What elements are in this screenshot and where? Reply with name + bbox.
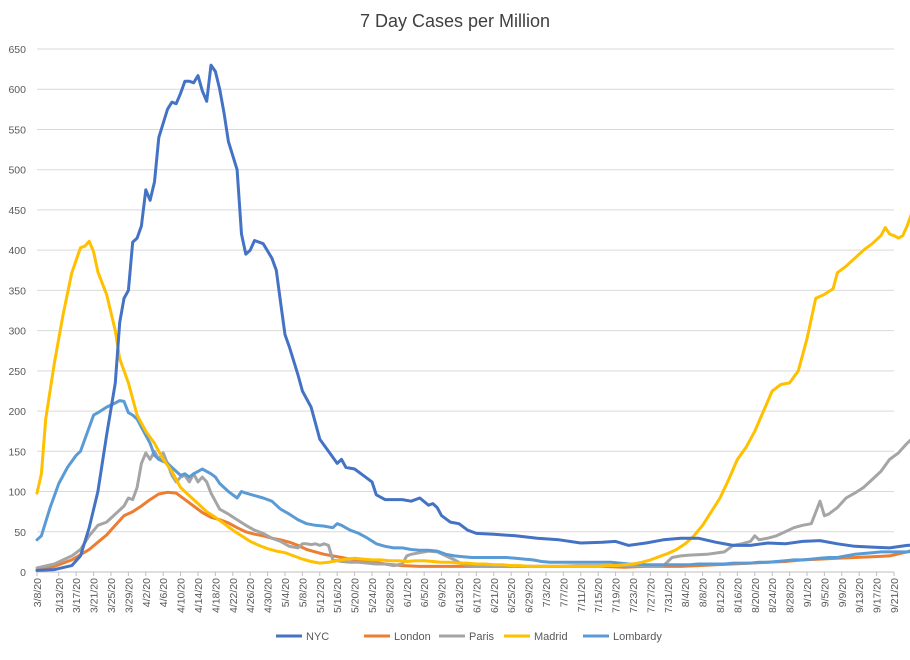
x-tick-label: 6/21/20 — [489, 578, 501, 613]
x-tick-label: 4/2/20 — [141, 578, 153, 607]
x-tick-label: 5/4/20 — [280, 578, 292, 607]
x-tick-label: 9/17/20 — [872, 578, 884, 613]
x-tick-label: 8/24/20 — [767, 578, 779, 613]
x-tick-label: 5/16/20 — [332, 578, 344, 613]
x-tick-label: 8/20/20 — [750, 578, 762, 613]
y-tick-label: 600 — [8, 84, 26, 96]
y-tick-label: 500 — [8, 165, 26, 177]
y-tick-label: 50 — [14, 527, 26, 539]
x-tick-label: 5/12/20 — [315, 578, 327, 613]
x-tick-label: 4/30/20 — [263, 578, 275, 613]
legend-label-nyc: NYC — [306, 631, 329, 643]
x-tick-label: 6/9/20 — [437, 578, 449, 607]
y-tick-label: 150 — [8, 446, 26, 458]
x-tick-label: 4/18/20 — [210, 578, 222, 613]
x-tick-label: 7/31/20 — [663, 578, 675, 613]
series-line-madrid — [35, 213, 910, 568]
x-tick-label: 6/1/20 — [402, 578, 414, 607]
x-tick-label: 9/13/20 — [854, 578, 866, 613]
y-axis-ticks: 0 50 100 150 200 250 300 350 400 450 500 550 600 650 — [8, 44, 26, 579]
x-tick-label: 4/6/20 — [158, 578, 170, 607]
x-tick-label: 4/22/20 — [228, 578, 240, 613]
x-tick-label: 9/21/20 — [889, 578, 901, 613]
y-tick-label: 300 — [8, 326, 26, 338]
series-line-nyc — [35, 63, 910, 572]
x-tick-label: 9/5/20 — [819, 578, 831, 607]
series-line-lombardy — [35, 399, 910, 567]
x-tick-label: 6/17/20 — [471, 578, 483, 613]
x-axis-ticks: 3/8/20 3/13/20 3/17/20 3/21/20 3/25/20 3/29/2… — [32, 572, 901, 613]
x-tick-label: 3/21/20 — [89, 578, 101, 613]
x-tick-label: 7/11/20 — [576, 578, 588, 612]
x-tick-label: 7/19/20 — [611, 578, 623, 613]
x-tick-label: 7/27/20 — [645, 578, 657, 613]
y-tick-label: 350 — [8, 285, 26, 297]
x-tick-label: 4/10/20 — [176, 578, 188, 613]
x-tick-label: 5/20/20 — [350, 578, 362, 613]
x-tick-label: 6/5/20 — [419, 578, 431, 607]
y-tick-label: 650 — [8, 44, 26, 56]
legend-label-london: London — [394, 631, 431, 643]
x-tick-label: 9/9/20 — [837, 578, 849, 607]
legend: NYC London Paris Madrid Lombardy — [276, 631, 662, 643]
x-tick-label: 8/4/20 — [680, 578, 692, 607]
x-tick-label: 3/29/20 — [123, 578, 135, 613]
x-tick-label: 3/25/20 — [106, 578, 118, 613]
x-tick-label: 8/12/20 — [715, 578, 727, 613]
y-tick-label: 200 — [8, 406, 26, 418]
x-tick-label: 6/25/20 — [506, 578, 518, 613]
x-tick-label: 3/17/20 — [71, 578, 83, 613]
y-tick-label: 0 — [20, 567, 26, 579]
chart-title: 7 Day Cases per Million — [360, 11, 550, 31]
y-tick-label: 400 — [8, 245, 26, 257]
x-tick-label: 3/8/20 — [32, 578, 44, 607]
x-tick-label: 7/23/20 — [628, 578, 640, 613]
x-tick-label: 5/24/20 — [367, 578, 379, 613]
x-tick-label: 3/13/20 — [54, 578, 66, 613]
x-tick-label: 7/7/20 — [558, 578, 570, 607]
x-tick-label: 8/28/20 — [785, 578, 797, 613]
series-lines — [35, 63, 910, 572]
x-tick-label: 7/15/20 — [593, 578, 605, 613]
x-tick-label: 4/26/20 — [245, 578, 257, 613]
legend-label-madrid: Madrid — [534, 631, 568, 643]
x-tick-label: 5/28/20 — [384, 578, 396, 613]
x-tick-label: 6/29/20 — [524, 578, 536, 613]
y-tick-label: 250 — [8, 366, 26, 378]
x-tick-label: 4/14/20 — [193, 578, 205, 613]
x-tick-label: 6/13/20 — [454, 578, 466, 613]
legend-label-paris: Paris — [469, 631, 495, 643]
x-tick-label: 7/3/20 — [541, 578, 553, 607]
x-tick-label: 8/16/20 — [732, 578, 744, 613]
y-tick-label: 100 — [8, 487, 26, 499]
y-tick-label: 450 — [8, 205, 26, 217]
y-tick-label: 550 — [8, 124, 26, 136]
x-tick-label: 8/8/20 — [698, 578, 710, 607]
x-tick-label: 5/8/20 — [297, 578, 309, 607]
gridlines — [37, 48, 894, 573]
legend-label-lombardy: Lombardy — [613, 631, 662, 643]
x-tick-label: 9/1/20 — [802, 578, 814, 607]
